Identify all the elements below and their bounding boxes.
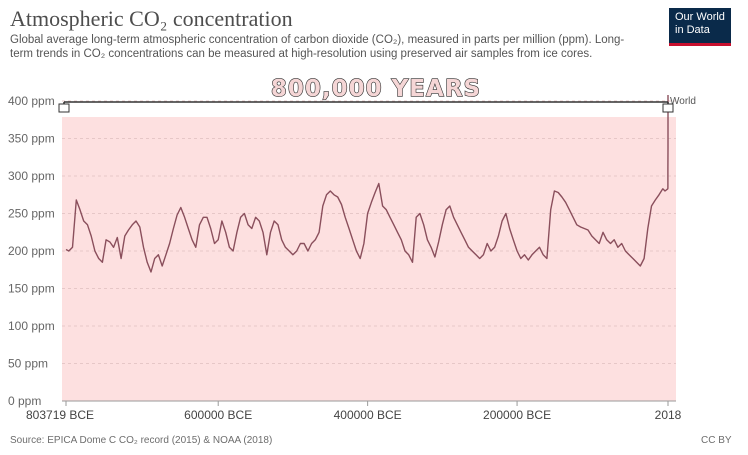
chart-title: Atmospheric CO₂ concentration — [10, 6, 293, 31]
source-note[interactable]: Source: EPICA Dome C CO₂ record (2015) &… — [10, 435, 273, 446]
x-axis-ticks: 803719 BCE 600000 BCE 400000 BCE 200000 BCE… — [26, 401, 682, 422]
y-tick-label: 200 ppm — [8, 244, 55, 258]
span-bracket — [58, 101, 674, 113]
y-tick-label: 50 ppm — [8, 357, 48, 371]
license-link[interactable]: CC BY — [701, 435, 732, 446]
series-label-world: World — [670, 96, 696, 107]
y-tick-label: 350 ppm — [8, 132, 55, 146]
grid-lines — [62, 100, 676, 364]
x-tick-label: 600000 BCE — [184, 408, 252, 422]
y-tick-label: 400 ppm — [8, 94, 55, 108]
y-axis-ticks: 0 ppm 50 ppm 100 ppm 150 ppm 200 ppm 250 ppm 3… — [8, 94, 55, 408]
x-tick-label: 400000 BCE — [334, 408, 402, 422]
y-tick-label: 150 ppm — [8, 282, 55, 296]
chart-subtitle: Global average long-term atmospheric con… — [10, 34, 625, 60]
logo-line-2: in Data — [675, 24, 710, 36]
y-tick-label: 0 ppm — [8, 394, 41, 408]
logo-line-1: Our World — [675, 11, 725, 23]
owid-logo[interactable]: Our World in Data — [669, 8, 731, 46]
timespan-banner: 800,000 YEARS — [271, 76, 481, 102]
x-tick-label: 803719 BCE — [26, 408, 94, 422]
series-line-world[interactable] — [65, 95, 669, 273]
x-tick-label: 200000 BCE — [483, 408, 551, 422]
y-tick-label: 300 ppm — [8, 169, 55, 183]
y-tick-label: 100 ppm — [8, 319, 55, 333]
x-tick-label: 2018 — [655, 408, 682, 422]
y-tick-label: 250 ppm — [8, 207, 55, 221]
